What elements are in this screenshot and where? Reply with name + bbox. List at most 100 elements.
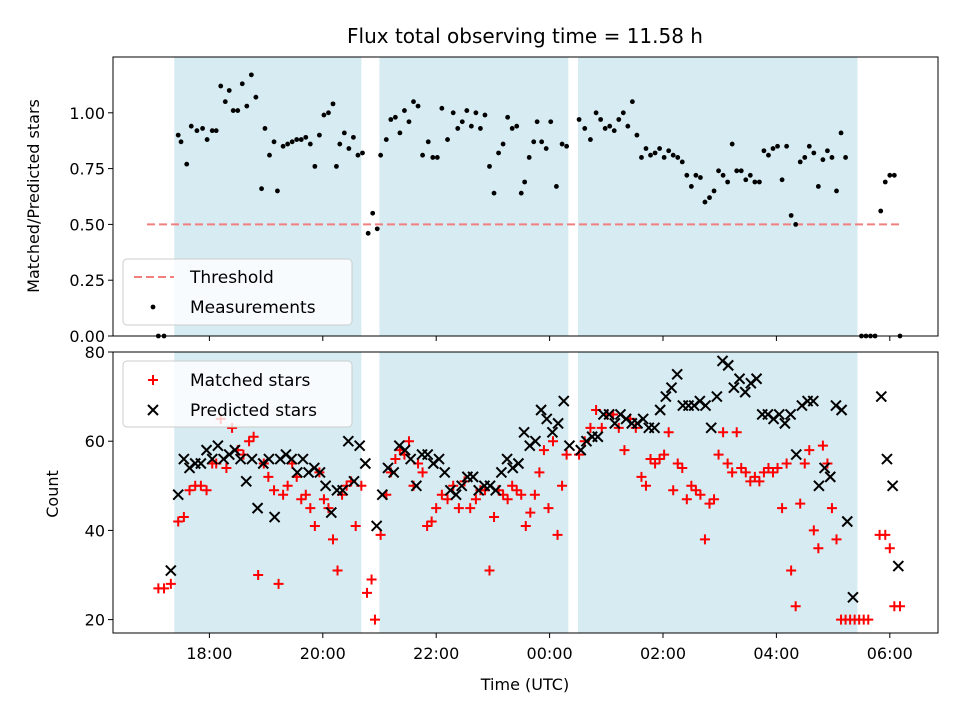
top-measurements-point: [392, 114, 398, 120]
bottom-predicted-stars-point: [847, 591, 859, 604]
bottom-matched-stars-point: [663, 427, 674, 438]
top-measurements-point: [711, 188, 717, 194]
top-measurements-point: [634, 132, 640, 138]
top-measurements-point: [702, 199, 708, 205]
bottom-matched-stars-point: [516, 489, 527, 500]
bottom-matched-stars-point: [422, 520, 433, 531]
bottom-predicted-stars-point: [733, 373, 746, 385]
top-measurements-point: [761, 148, 767, 154]
top-measurements-point: [388, 117, 394, 122]
bottom-ytick-label: 80: [85, 343, 105, 362]
bottom-predicted-stars-point: [353, 439, 366, 452]
top-measurements-point: [285, 141, 291, 147]
top-measurements-point: [616, 117, 622, 122]
top-measurements-point: [548, 119, 554, 125]
top-measurements-point: [514, 123, 520, 129]
bottom-matched-stars-point: [309, 520, 320, 531]
top-measurements-point: [734, 168, 740, 174]
top-measurements-point: [321, 112, 327, 118]
bottom-matched-stars-point: [777, 503, 788, 514]
legend-measurements-swatch: [150, 304, 156, 310]
bottom-predicted-stars-point: [705, 422, 717, 434]
bottom-matched-stars-point: [323, 503, 334, 514]
bottom-matched-stars-point: [362, 587, 373, 598]
top-measurements-point: [383, 137, 389, 142]
bottom-matched-stars-point: [699, 534, 710, 545]
top-measurements-point: [891, 172, 897, 178]
bottom-predicted-stars-point: [404, 453, 417, 465]
bottom-matched-stars-point: [403, 436, 414, 447]
bottom-predicted-stars-point: [881, 453, 893, 465]
top-measurements-point: [657, 146, 662, 151]
top-measurements-point: [415, 103, 421, 109]
top-measurements-point: [661, 155, 667, 160]
bottom-predicted-stars-point: [563, 439, 576, 452]
bottom-xtick-label: 04:00: [753, 644, 799, 663]
top-measurements-point: [806, 143, 812, 149]
bottom-matched-stars-point: [822, 458, 833, 469]
top-measurements-point: [482, 112, 488, 118]
bottom-matched-stars-point: [768, 467, 778, 478]
top-measurements-point: [425, 139, 431, 145]
top-measurements-point: [411, 99, 416, 105]
bottom-predicted-stars-point: [263, 453, 275, 465]
bottom-matched-stars-point: [749, 471, 760, 482]
bottom-matched-stars-point: [350, 520, 361, 531]
top-measurements-point: [802, 155, 808, 160]
bottom-predicted-stars-point: [603, 408, 615, 421]
bottom-matched-stars-point: [731, 427, 742, 438]
bottom-matched-stars-point: [817, 440, 828, 451]
top-measurements-point: [271, 139, 277, 145]
bottom-predicted-stars-point: [784, 408, 797, 421]
bottom-predicted-stars-point: [546, 426, 559, 438]
top-measurements-point: [543, 146, 549, 151]
bottom-matched-stars-point: [507, 480, 518, 491]
bottom-predicted-stars-point: [285, 453, 298, 465]
top-measurements-point: [259, 186, 264, 192]
bottom-predicted-stars-point: [779, 417, 791, 430]
bottom-matched-stars-point: [543, 503, 554, 514]
bottom-matched-stars-point: [763, 462, 774, 473]
bottom-xtick-label: 00:00: [527, 644, 573, 663]
top-measurements-point: [370, 210, 376, 216]
bottom-predicted-stars-point: [728, 381, 740, 394]
top-measurements-point: [843, 155, 848, 160]
top-measurements-point: [779, 177, 785, 183]
bottom-predicted-stars-point: [376, 489, 389, 501]
bottom-matched-stars-point: [681, 494, 692, 505]
top-measurements-point: [509, 126, 515, 131]
top-measurements-point: [337, 141, 343, 147]
top-measurements-point: [312, 163, 318, 169]
top-measurements-point: [468, 123, 474, 129]
top-measurements-point: [793, 222, 799, 227]
bottom-matched-stars-point: [668, 485, 679, 496]
bottom-predicted-stars-point: [711, 390, 723, 403]
bottom-matched-stars-point: [263, 471, 274, 482]
top-measurements-point: [204, 137, 210, 142]
bottom-predicted-stars-point: [609, 417, 621, 430]
top-measurements-point: [797, 159, 803, 165]
top-measurements-point: [788, 213, 794, 218]
bottom-predicted-stars-point: [660, 390, 672, 403]
bottom-matched-stars-point: [709, 494, 720, 505]
bottom-ytick-label: 20: [85, 611, 105, 630]
top-measurements-point: [455, 126, 461, 131]
top-measurements-point: [887, 172, 893, 178]
top-measurements-point: [625, 123, 631, 129]
top-measurements-point: [365, 230, 371, 236]
top-measurements-point: [222, 99, 228, 105]
bottom-matched-stars-point: [328, 534, 338, 545]
bottom-predicted-stars-point: [535, 404, 547, 416]
top-ytick-label: 0.50: [69, 215, 105, 234]
bottom-predicted-stars-point: [518, 426, 530, 438]
top-measurements-point: [766, 152, 771, 158]
bottom-matched-stars-point: [654, 454, 665, 465]
top-measurements-point: [522, 179, 528, 185]
top-measurements-point: [294, 137, 300, 142]
top-measurements-point: [289, 139, 295, 145]
top-measurements-point: [693, 172, 699, 178]
top-measurements-point: [639, 155, 644, 160]
top-measurements-point: [684, 172, 690, 178]
bottom-predicted-stars-point: [370, 520, 383, 532]
